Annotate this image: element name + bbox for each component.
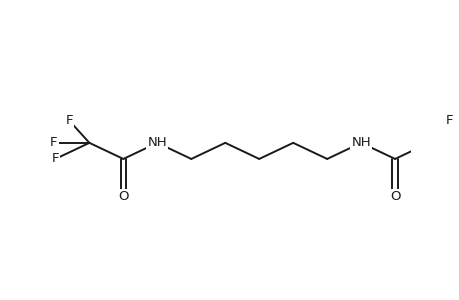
Text: NH: NH [351,136,370,149]
Text: F: F [445,114,452,127]
Text: O: O [118,190,129,203]
Text: F: F [458,152,459,165]
Text: NH: NH [147,136,167,149]
Text: F: F [51,152,59,165]
Text: F: F [50,136,57,149]
Text: O: O [389,190,399,203]
Text: F: F [65,114,73,127]
